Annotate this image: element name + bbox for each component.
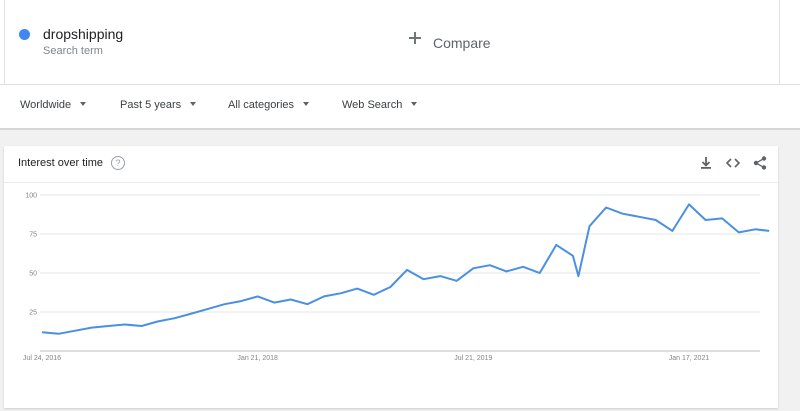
plus-icon: [409, 32, 421, 44]
series-line-dropshipping: [41, 203, 770, 335]
compare-button[interactable]: Compare: [391, 0, 780, 84]
search-type-dropdown[interactable]: Web Search: [342, 99, 418, 111]
x-tick-label: Jan 21, 2018: [237, 355, 278, 362]
caret-down-icon: [190, 102, 197, 106]
category-dropdown[interactable]: All categories: [228, 99, 310, 111]
caret-down-icon: [411, 102, 418, 106]
region-label: Worldwide: [20, 99, 72, 111]
search-type-label: Web Search: [342, 99, 403, 111]
category-label: All categories: [228, 99, 295, 111]
download-icon[interactable]: [698, 155, 714, 171]
card-title: Interest over time: [18, 157, 103, 169]
search-term-label: dropshipping: [43, 26, 124, 42]
interest-chart: 100 75 50 25 Jul 24, 2016 Jan 21, 2018 Jul 21…: [23, 193, 770, 362]
y-tick-label: 75: [29, 232, 37, 239]
caret-down-icon: [80, 102, 87, 106]
help-icon[interactable]: ?: [111, 156, 125, 170]
x-tick-label: Jul 24, 2016: [23, 355, 61, 362]
filter-bar: Worldwide Past 5 years All categories We…: [0, 85, 800, 130]
time-range-dropdown[interactable]: Past 5 years: [120, 99, 197, 111]
search-terms-bar: dropshipping Search term Compare: [0, 0, 800, 85]
x-tick-label: Jan 17, 2021: [669, 355, 710, 362]
y-tick-label: 25: [29, 310, 37, 317]
region-dropdown[interactable]: Worldwide: [20, 99, 87, 111]
search-term-sublabel: Search term: [43, 45, 103, 57]
caret-down-icon: [303, 102, 310, 106]
y-tick-label: 100: [25, 193, 37, 200]
y-tick-label: 50: [29, 271, 37, 278]
interest-over-time-card: Interest over time ? 100 75 50 25 Jul 24, 2…: [4, 146, 778, 408]
compare-label: Compare: [433, 35, 491, 51]
card-header: Interest over time ?: [4, 146, 778, 183]
search-term-card[interactable]: dropshipping Search term: [4, 0, 392, 84]
embed-icon[interactable]: [725, 155, 741, 171]
share-icon[interactable]: [752, 155, 768, 171]
time-range-label: Past 5 years: [120, 99, 182, 111]
term-color-dot: [19, 29, 30, 40]
x-tick-label: Jul 21, 2019: [454, 355, 492, 362]
